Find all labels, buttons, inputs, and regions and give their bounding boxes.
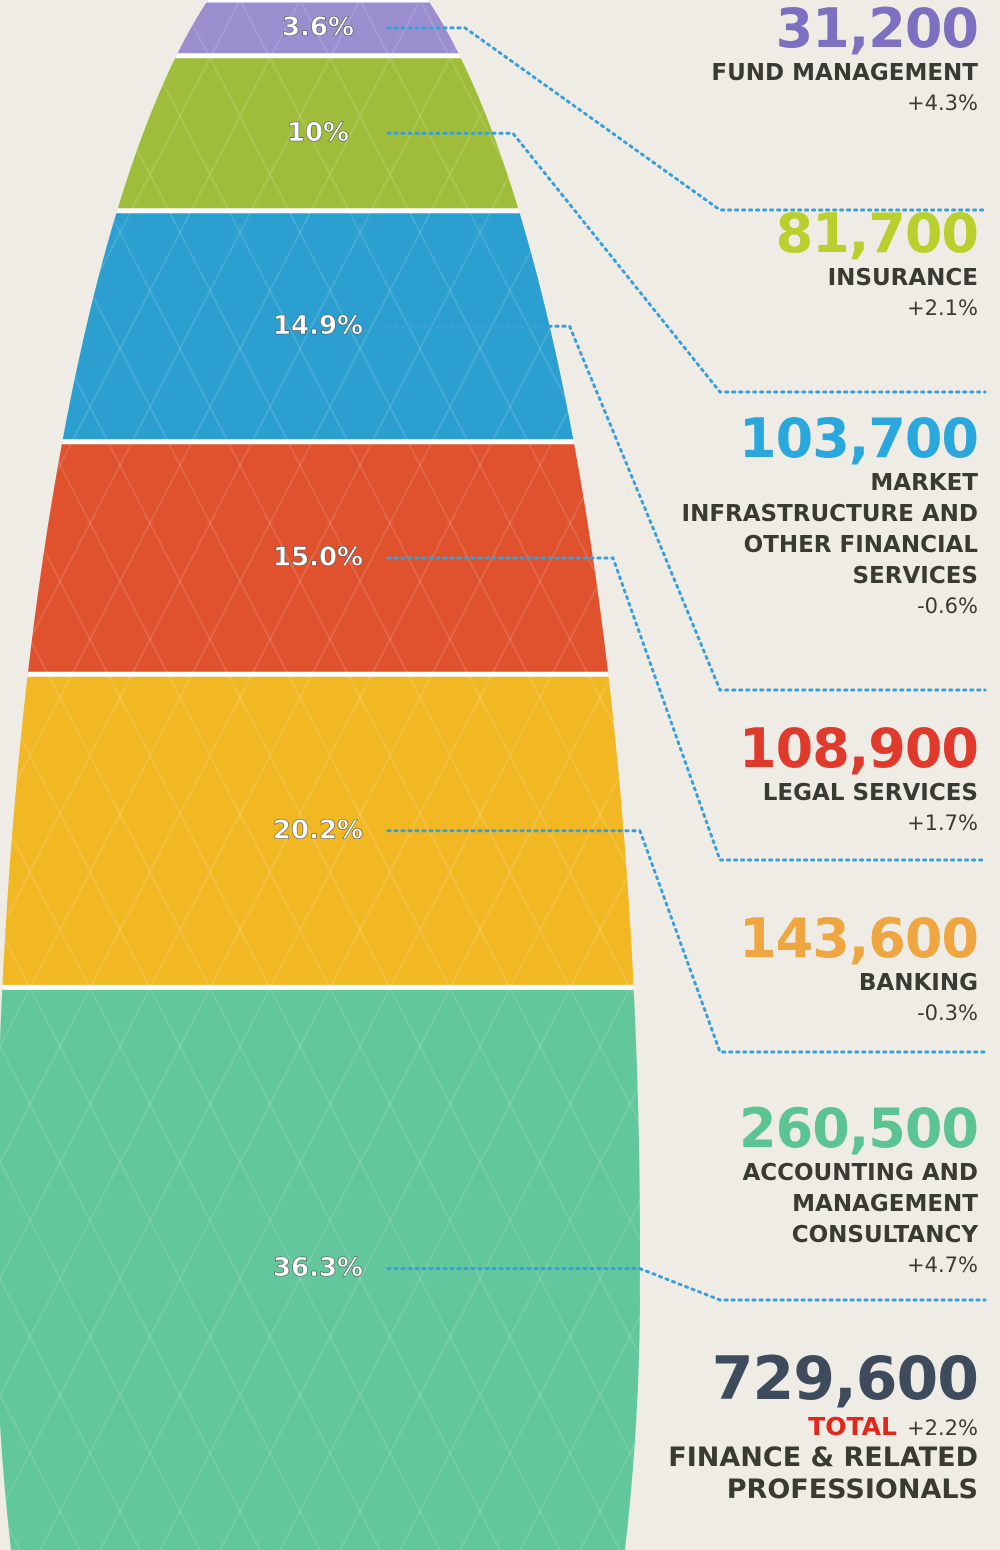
lattice xyxy=(339,0,640,1550)
lattice xyxy=(0,0,481,1550)
lattice xyxy=(359,0,640,1550)
lattice xyxy=(0,0,261,1550)
lattice xyxy=(0,0,500,1550)
segment xyxy=(0,674,640,988)
lattice xyxy=(0,0,301,1550)
category-count: 31,200 xyxy=(775,0,979,60)
category-change: +4.3% xyxy=(907,91,978,115)
lattice xyxy=(0,0,600,1550)
lattice xyxy=(179,0,640,1550)
segment-label: 10% xyxy=(287,118,349,148)
category-item: 31,200 FUND MANAGEMENT +4.3% xyxy=(658,0,979,117)
lattice xyxy=(0,0,560,1550)
connector xyxy=(386,26,987,212)
connector xyxy=(386,324,987,692)
segment xyxy=(0,441,640,675)
category-name: MARKET INFRASTRUCTURE AND OTHER FINANCIA… xyxy=(681,470,978,589)
segment-label: 36.3% xyxy=(273,1253,363,1283)
connector xyxy=(386,131,987,394)
lattice xyxy=(0,0,421,1550)
segment-label: 20.2% xyxy=(273,815,363,845)
category-change: -0.3% xyxy=(917,1001,978,1025)
category-count: 81,700 xyxy=(775,202,979,265)
lattice xyxy=(0,0,361,1550)
lattice xyxy=(99,0,640,1550)
lattice xyxy=(159,0,640,1550)
total-block: 729,600 TOTAL +2.2% FINANCE & RELATED PR… xyxy=(558,1344,979,1506)
lattice xyxy=(0,0,780,1550)
segment xyxy=(0,987,640,1550)
lattice xyxy=(399,0,640,1550)
segment-label: 15.0% xyxy=(273,543,363,573)
category-name: BANKING xyxy=(858,970,978,996)
lattice xyxy=(0,0,321,1550)
lattice xyxy=(119,0,640,1550)
lattice xyxy=(0,0,660,1550)
category-count: 103,700 xyxy=(739,407,979,470)
total-name: FINANCE & RELATED PROFESSIONALS xyxy=(668,1442,978,1505)
category-change: -0.6% xyxy=(917,594,978,618)
category-count: 143,600 xyxy=(739,907,979,970)
segment-label: 3.6% xyxy=(282,12,354,42)
category-item: 103,700 MARKET INFRASTRUCTURE AND OTHER F… xyxy=(658,407,979,620)
category-item: 81,700 INSURANCE +2.1% xyxy=(658,202,979,322)
total-count: 729,600 xyxy=(711,1344,979,1414)
lattice xyxy=(0,0,620,1550)
connector xyxy=(386,1267,987,1302)
category-item: 260,500 ACCOUNTING AND MANAGEMENT CONSULT… xyxy=(658,1097,979,1279)
category-change: +4.7% xyxy=(907,1253,978,1277)
connector xyxy=(386,556,987,862)
category-item: 143,600 BANKING -0.3% xyxy=(658,907,979,1027)
lattice xyxy=(0,0,241,1550)
lattice xyxy=(279,0,640,1550)
segment-label: 14.9% xyxy=(273,311,363,341)
connector xyxy=(386,829,987,1054)
category-name: ACCOUNTING AND MANAGEMENT CONSULTANCY xyxy=(742,1160,978,1248)
category-name: LEGAL SERVICES xyxy=(762,780,978,806)
category-change: +2.1% xyxy=(907,296,978,320)
lattice xyxy=(239,0,640,1550)
lattice xyxy=(59,0,640,1550)
lattice xyxy=(39,0,640,1550)
total-label: TOTAL xyxy=(808,1412,897,1441)
category-count: 108,900 xyxy=(739,717,979,780)
lattice xyxy=(299,0,640,1550)
lattice xyxy=(0,0,381,1550)
lattice xyxy=(0,0,800,1550)
category-name: FUND MANAGEMENT xyxy=(711,60,978,86)
lattice xyxy=(0,0,201,1550)
total-change: +2.2% xyxy=(907,1416,978,1440)
category-change: +1.7% xyxy=(907,811,978,835)
lattice xyxy=(459,0,640,1550)
lattice xyxy=(0,0,441,1550)
category-item: 108,900 LEGAL SERVICES +1.7% xyxy=(658,717,979,837)
lattice xyxy=(0,0,141,1550)
lattice xyxy=(0,0,540,1550)
category-name: INSURANCE xyxy=(827,265,978,291)
category-count: 260,500 xyxy=(739,1097,979,1160)
